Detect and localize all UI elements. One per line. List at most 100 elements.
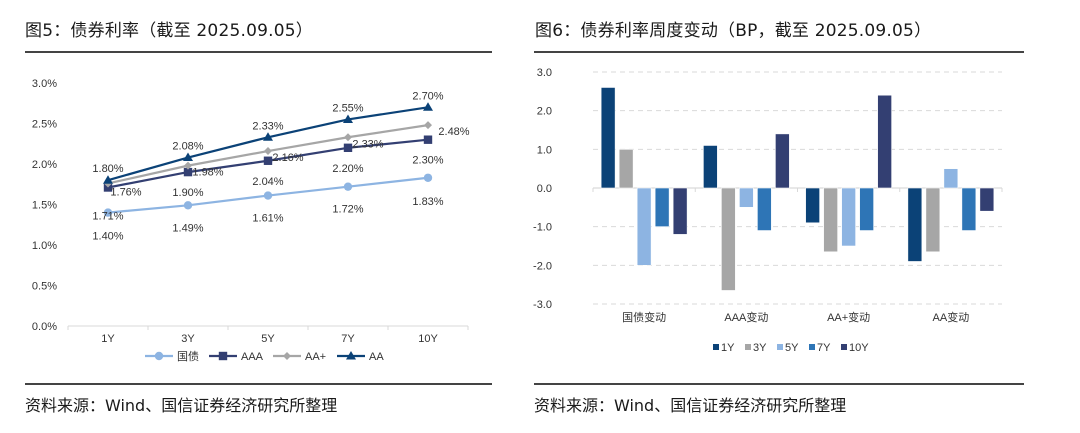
data-label: 1.49% xyxy=(172,222,203,234)
bar-7y-1 xyxy=(757,187,772,231)
data-point-marker xyxy=(423,135,433,144)
bar-5y-1 xyxy=(739,187,754,208)
y-tick-label: 3.0 xyxy=(537,67,552,79)
legend-marker xyxy=(283,352,291,360)
legend-marker xyxy=(218,351,228,361)
data-point-marker xyxy=(263,132,273,141)
legend-swatch xyxy=(809,344,815,350)
category-group xyxy=(600,87,688,266)
legend-label: AA+ xyxy=(305,351,326,363)
bar-7y-3 xyxy=(961,187,977,231)
data-point-marker xyxy=(344,133,352,142)
figure-5-title: 图5：债券利率（截至 2025.09.05） xyxy=(25,21,313,41)
figure-6-source: 资料来源：Wind、国信证券经济研究所整理 xyxy=(534,396,847,415)
legend-item: 7Y xyxy=(809,342,831,354)
legend-label: 7Y xyxy=(817,342,831,354)
bond-yield-line-chart: 0.0% 0.5% 1.0% 1.5% 2.0% 2.5% 3.0% 1Y 3Y 5Y 7Y 10Y 1… xyxy=(32,78,470,363)
bar-1y-2 xyxy=(805,187,820,224)
legend-item: AAA xyxy=(209,351,264,363)
data-label: 1.83% xyxy=(412,196,443,208)
data-label: 2.16% xyxy=(272,152,303,164)
data-point-marker xyxy=(423,173,433,182)
y-tick-label: 3.0% xyxy=(32,78,57,90)
legend-marker xyxy=(346,351,356,360)
figure-5-panel: 图5：债券利率（截至 2025.09.05） 0.0% 0.5% 1.0% 1.5% 2… xyxy=(25,21,492,415)
series-aaa xyxy=(103,135,433,192)
legend-label: AAA xyxy=(241,351,264,363)
data-label: 2.33% xyxy=(352,138,383,150)
data-point-marker xyxy=(424,121,432,130)
x-tick-label: AA变动 xyxy=(933,310,970,324)
bar-7y-0 xyxy=(654,187,670,227)
x-tick-label: 7Y xyxy=(341,333,355,345)
bar-5y-2 xyxy=(841,187,856,247)
data-label: 2.04% xyxy=(252,176,283,188)
bar-3y-3 xyxy=(925,187,941,253)
source-divider xyxy=(534,383,1024,385)
data-point-marker xyxy=(103,208,113,217)
data-label: 1.80% xyxy=(92,163,123,175)
category-group xyxy=(907,168,995,262)
bar-3y-0 xyxy=(618,149,634,189)
bar-10y-0 xyxy=(672,187,688,235)
weekly-change-bar-chart: 3.0 2.0 1.0 0.0 -1.0 -2.0 -3.0 国债变动 AAA变动 AA+变动 AA… xyxy=(533,67,1003,354)
data-label: 1.76% xyxy=(110,186,141,198)
data-point-marker xyxy=(343,143,353,152)
data-point-marker xyxy=(423,102,433,111)
figure-6-title: 图6：债券利率周度变动（BP，截至 2025.09.05） xyxy=(535,21,932,41)
bar-10y-3 xyxy=(979,187,995,212)
legend-item: 国债 xyxy=(145,349,199,363)
x-tick-label: 3Y xyxy=(181,333,195,345)
bar-10y-1 xyxy=(775,133,790,189)
data-point-marker xyxy=(183,167,193,177)
series-treasury xyxy=(103,173,433,217)
legend-label: AA xyxy=(369,351,384,363)
bar-7y-2 xyxy=(859,187,874,231)
title-divider xyxy=(534,51,1024,53)
data-label: 1.40% xyxy=(92,231,123,243)
data-label: 2.30% xyxy=(412,155,443,167)
legend-swatch xyxy=(713,344,719,350)
legend-label: 3Y xyxy=(753,342,767,354)
y-tick-label: 2.0% xyxy=(32,159,57,171)
data-point-marker xyxy=(183,152,193,162)
y-tick-label: 0.0% xyxy=(32,321,57,333)
legend: 国债 AAA AA+ AA xyxy=(145,349,384,363)
legend-label: 10Y xyxy=(849,342,869,354)
data-point-marker xyxy=(263,156,273,165)
y-tick-label: 2.0 xyxy=(537,106,552,118)
legend-swatch xyxy=(777,344,783,350)
category-group xyxy=(703,133,790,291)
category-group xyxy=(805,94,892,253)
data-point-marker xyxy=(263,191,273,200)
series-aa xyxy=(103,102,433,184)
data-label: 2.70% xyxy=(412,90,443,102)
data-label: 1.98% xyxy=(192,167,223,179)
legend-item: 1Y xyxy=(713,342,735,354)
bar-1y-1 xyxy=(703,145,718,189)
legend: 1Y 3Y 5Y 7Y 10Y xyxy=(713,342,869,354)
x-tick-label: 国债变动 xyxy=(622,310,666,324)
legend-item: 3Y xyxy=(745,342,767,354)
y-tick-label: 2.5% xyxy=(32,119,57,131)
legend-label: 5Y xyxy=(785,342,799,354)
title-divider xyxy=(25,51,492,53)
legend-label: 1Y xyxy=(721,342,735,354)
y-tick-label: 1.5% xyxy=(32,200,57,212)
legend-marker xyxy=(154,351,164,361)
y-tick-label: 1.0 xyxy=(537,144,552,156)
y-tick-label: 1.0% xyxy=(32,240,57,252)
data-point-marker xyxy=(343,182,353,191)
y-tick-label: -3.0 xyxy=(533,299,552,311)
data-point-marker xyxy=(343,114,353,123)
legend-item: AA+ xyxy=(273,351,326,363)
y-tick-label: 0.0 xyxy=(537,183,552,195)
bar-3y-2 xyxy=(823,187,838,253)
y-tick-label: -2.0 xyxy=(533,260,552,272)
data-label: 1.72% xyxy=(332,204,363,216)
bar-3y-1 xyxy=(721,187,736,291)
x-tick-label: AA+变动 xyxy=(827,310,870,324)
legend-swatch xyxy=(841,344,847,350)
bar-1y-3 xyxy=(907,187,923,262)
data-point-marker xyxy=(103,183,113,192)
